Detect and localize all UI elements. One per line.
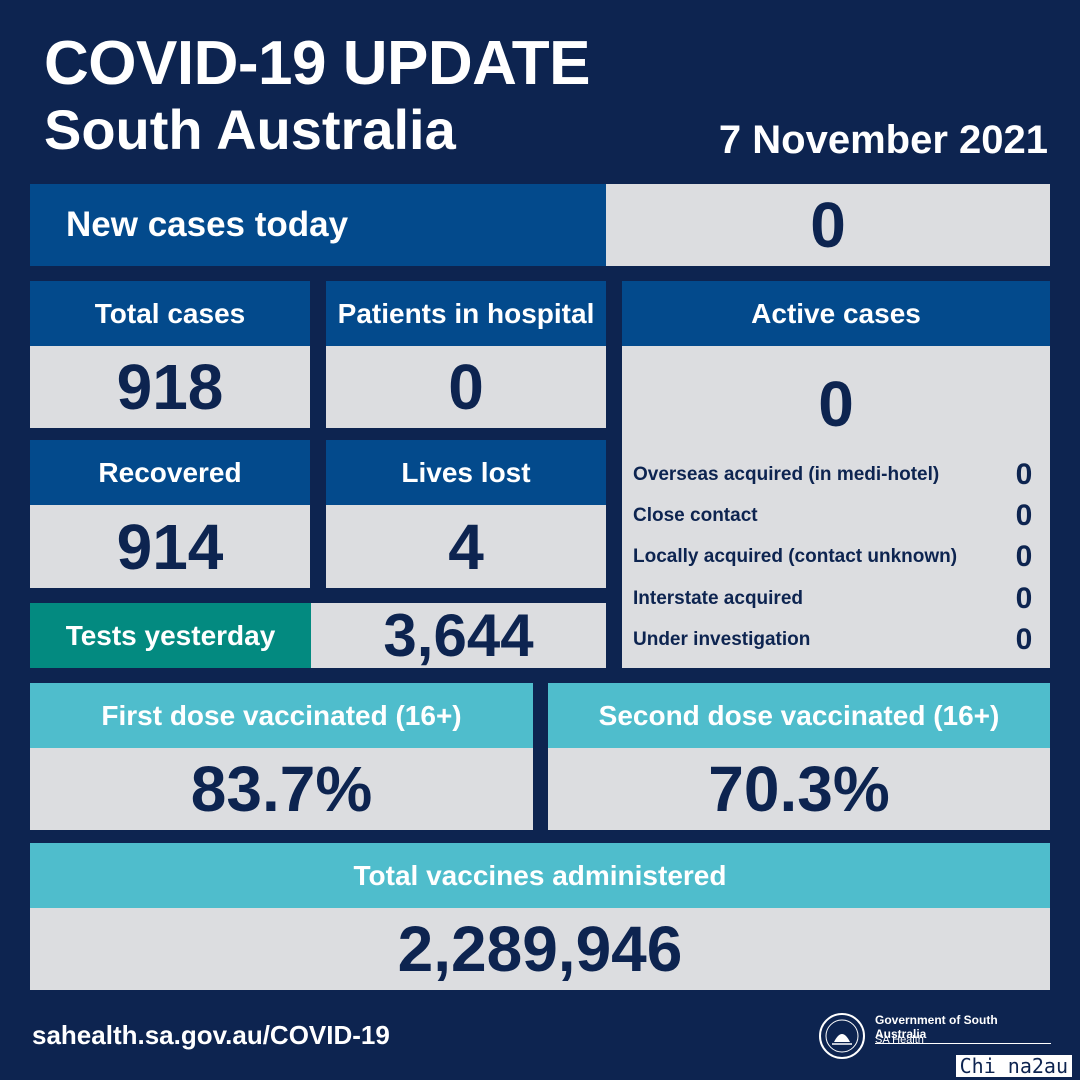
active-breakdown-row: Interstate acquired 0 bbox=[633, 582, 1039, 616]
breakdown-label: Close contact bbox=[633, 505, 758, 526]
active-breakdown-row: Under investigation 0 bbox=[633, 623, 1039, 657]
breakdown-label: Under investigation bbox=[633, 629, 811, 650]
new-cases-label: New cases today bbox=[30, 184, 606, 266]
total-cases-label: Total cases bbox=[30, 281, 310, 346]
total-cases-value: 918 bbox=[30, 346, 310, 428]
breakdown-value: 0 bbox=[1015, 582, 1033, 615]
south-australia-crest-icon bbox=[819, 1013, 865, 1059]
active-cases-value: 0 bbox=[818, 368, 854, 440]
second-dose-value: 70.3% bbox=[548, 748, 1050, 830]
breakdown-value: 0 bbox=[1015, 540, 1033, 573]
page-title: COVID-19 UPDATE bbox=[44, 29, 591, 98]
breakdown-value: 0 bbox=[1015, 499, 1033, 532]
breakdown-value: 0 bbox=[1015, 458, 1033, 491]
second-dose-label: Second dose vaccinated (16+) bbox=[548, 683, 1050, 748]
patients-in-hospital-label: Patients in hospital bbox=[326, 281, 606, 346]
new-cases-value: 0 bbox=[606, 184, 1050, 266]
active-breakdown-row: Locally acquired (contact unknown) 0 bbox=[633, 540, 1039, 574]
page-subtitle: South Australia bbox=[44, 98, 456, 161]
tests-yesterday-value: 3,644 bbox=[311, 602, 606, 669]
recovered-value: 914 bbox=[30, 505, 310, 588]
lives-lost-value: 4 bbox=[326, 505, 606, 588]
total-vaccines-value: 2,289,946 bbox=[30, 908, 1050, 990]
government-name: Government of South Australia bbox=[875, 1013, 1051, 1044]
breakdown-label: Interstate acquired bbox=[633, 588, 803, 609]
report-date: 7 November 2021 bbox=[718, 118, 1048, 162]
patients-in-hospital-value: 0 bbox=[326, 346, 606, 428]
recovered-label: Recovered bbox=[30, 440, 310, 505]
breakdown-label: Overseas acquired (in medi-hotel) bbox=[633, 464, 940, 485]
active-breakdown-row: Overseas acquired (in medi-hotel) 0 bbox=[633, 458, 1039, 492]
breakdown-label: Locally acquired (contact unknown) bbox=[633, 546, 958, 567]
active-cases-panel: 0 Overseas acquired (in medi-hotel) 0 Cl… bbox=[622, 346, 1050, 668]
watermark: Chi na2au bbox=[955, 1055, 1072, 1077]
active-cases-label: Active cases bbox=[622, 281, 1050, 346]
lives-lost-label: Lives lost bbox=[326, 440, 606, 505]
first-dose-value: 83.7% bbox=[30, 748, 533, 830]
first-dose-label: First dose vaccinated (16+) bbox=[30, 683, 533, 748]
breakdown-value: 0 bbox=[1015, 623, 1033, 656]
total-vaccines-label: Total vaccines administered bbox=[30, 843, 1050, 908]
active-breakdown-row: Close contact 0 bbox=[633, 499, 1039, 533]
website-url[interactable]: sahealth.sa.gov.au/COVID-19 bbox=[32, 1020, 390, 1050]
tests-yesterday-label: Tests yesterday bbox=[30, 603, 311, 668]
department-name: SA Health bbox=[875, 1034, 924, 1046]
